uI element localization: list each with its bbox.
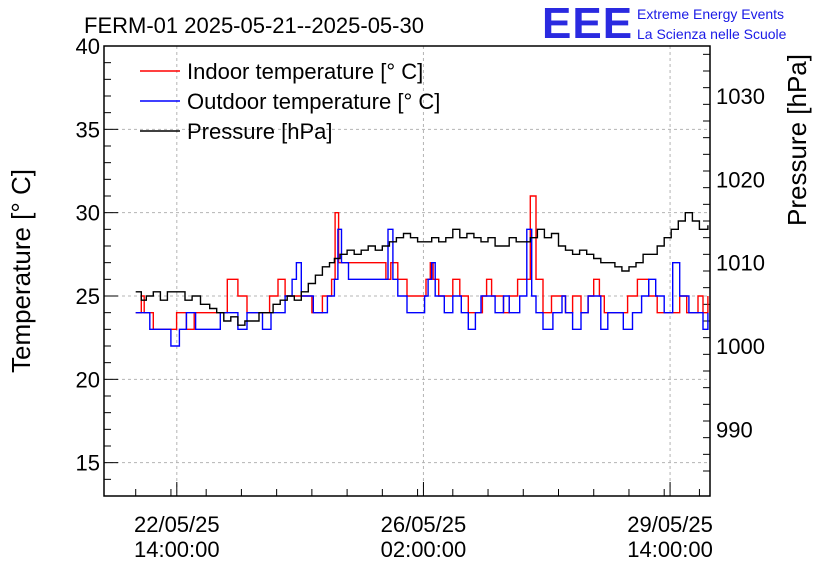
y2-tick-label: 1000 <box>716 334 765 359</box>
brand-line-1: Extreme Energy Events <box>637 6 784 22</box>
y2-tick-label: 1030 <box>716 84 765 109</box>
x-tick-label-date: 22/05/25 <box>134 512 220 537</box>
x-tick-label-date: 26/05/25 <box>381 512 467 537</box>
y-axis-title: Temperature [° C] <box>6 169 36 373</box>
x-tick-label-time: 02:00:00 <box>381 537 467 562</box>
legend-entry-pressure: Pressure [hPa] <box>187 119 333 144</box>
legend: Indoor temperature [° C] Outdoor temperat… <box>140 59 440 144</box>
brand-line-2: La Scienza nelle Scuole <box>637 26 787 42</box>
y2-tick-label: 1010 <box>716 251 765 276</box>
x-tick-label-time: 14:00:00 <box>627 537 713 562</box>
y2-tick-label: 1020 <box>716 167 765 192</box>
y-tick-label: 35 <box>76 117 100 142</box>
y2-axis-title: Pressure [hPa] <box>782 54 812 226</box>
y-tick-label: 40 <box>76 34 100 59</box>
series-indoor-temperature <box>135 195 709 330</box>
eee-logo: EEE <box>542 0 633 48</box>
x-tick-label-time: 14:00:00 <box>134 537 220 562</box>
series-outdoor-temperature <box>135 228 709 347</box>
legend-entry-outdoor: Outdoor temperature [° C] <box>187 89 440 114</box>
series-lines <box>135 195 709 347</box>
axis-ticks: 152025303540990100010101020103022/05/251… <box>76 34 765 562</box>
y-tick-label: 25 <box>76 284 100 309</box>
y-tick-label: 15 <box>76 451 100 476</box>
chart-title: FERM-01 2025-05-21--2025-05-30 <box>84 13 424 38</box>
y2-tick-label: 990 <box>716 417 753 442</box>
y-tick-label: 20 <box>76 367 100 392</box>
legend-entry-indoor: Indoor temperature [° C] <box>187 59 423 84</box>
y-tick-label: 30 <box>76 201 100 226</box>
grid-lines <box>104 46 710 496</box>
x-tick-label-date: 29/05/25 <box>627 512 713 537</box>
series-pressure <box>135 212 709 326</box>
